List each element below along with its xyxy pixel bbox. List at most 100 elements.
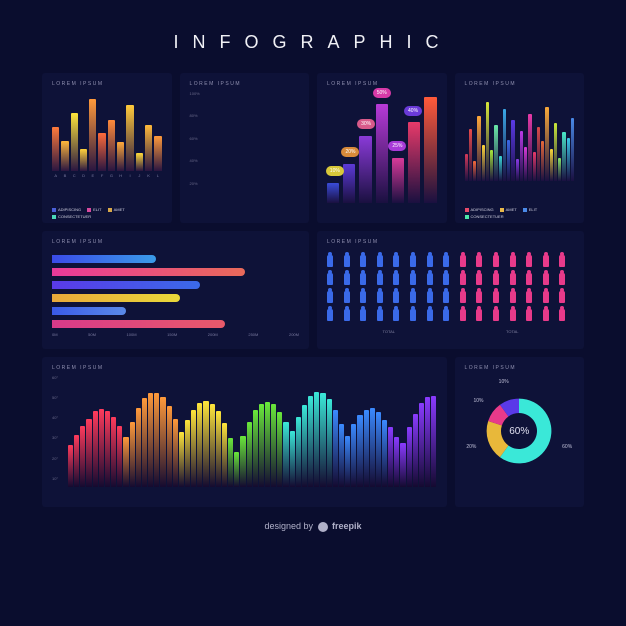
footer-brand: freepik <box>332 521 362 531</box>
person-icon <box>393 309 399 321</box>
panel-label: LOREM IPSUM <box>190 81 300 87</box>
person-icon <box>443 273 449 285</box>
person-icon <box>410 273 416 285</box>
person-icon <box>476 291 482 303</box>
person-icon <box>327 273 333 285</box>
value-bubble: 25% <box>388 141 406 151</box>
person-icon <box>460 273 466 285</box>
bar <box>154 136 161 171</box>
person-icon <box>476 309 482 321</box>
panel-bar-categorical: LOREM IPSUM ABCDEFGHIJKL ADIPISCINGELITA… <box>42 73 172 223</box>
person-icon <box>360 255 366 267</box>
value-bubble: 20% <box>341 147 359 157</box>
panel-donut: LOREM IPSUM 60%20%10%10%60% <box>455 357 585 507</box>
panel-spectrum-area: LOREM IPSUM 60°50°40°30°20°10° <box>42 357 447 507</box>
bar <box>52 127 59 171</box>
person-icon <box>543 273 549 285</box>
person-icon <box>559 255 565 267</box>
page-title: INFOGRAPHIC <box>0 0 626 73</box>
panel-rainbow-bars: LOREM IPSUM ADIPISCINGAMETELITCONSECTETU… <box>455 73 585 223</box>
panel-label: LOREM IPSUM <box>327 239 574 245</box>
value-bubble: 10% <box>326 166 344 176</box>
person-icon <box>526 255 532 267</box>
value-bubble: 50% <box>373 88 391 98</box>
panel-horizontal-bars: LOREM IPSUM 0M50M100M150M200M250M200M <box>42 231 309 349</box>
person-icon <box>360 273 366 285</box>
panel-bubble-bars: LOREM IPSUM 10% 20% 30% 50% 25% 40% <box>317 73 447 223</box>
bar <box>61 141 68 171</box>
person-icon <box>510 255 516 267</box>
bar <box>117 142 124 171</box>
person-icon <box>526 291 532 303</box>
panel-label: LOREM IPSUM <box>52 239 299 245</box>
person-icon <box>443 291 449 303</box>
bar <box>126 105 133 171</box>
person-icon <box>559 309 565 321</box>
person-icon <box>427 309 433 321</box>
dashboard-grid: LOREM IPSUM ABCDEFGHIJKL ADIPISCINGELITA… <box>0 73 626 507</box>
person-icon <box>393 255 399 267</box>
person-icon <box>526 309 532 321</box>
person-icon <box>543 255 549 267</box>
person-icon <box>476 255 482 267</box>
hbar <box>52 268 245 276</box>
footer-prefix: designed by <box>264 521 315 531</box>
person-icon <box>493 273 499 285</box>
person-icon <box>510 291 516 303</box>
panel-label: LOREM IPSUM <box>465 365 575 371</box>
hbar <box>52 255 156 263</box>
donut-center-value: 60% <box>509 426 529 437</box>
person-icon <box>393 291 399 303</box>
person-icon <box>344 291 350 303</box>
bar <box>136 153 143 171</box>
person-icon <box>493 291 499 303</box>
person-icon <box>510 309 516 321</box>
person-icon <box>476 273 482 285</box>
person-icon <box>410 255 416 267</box>
value-bubble: 40% <box>404 106 422 116</box>
person-icon <box>344 255 350 267</box>
person-icon <box>327 291 333 303</box>
person-icon <box>543 291 549 303</box>
person-icon <box>327 309 333 321</box>
panel-label: LOREM IPSUM <box>327 81 437 87</box>
person-icon <box>543 309 549 321</box>
person-icon <box>377 255 383 267</box>
hbar <box>52 307 126 315</box>
person-icon <box>377 273 383 285</box>
person-icon <box>460 291 466 303</box>
person-icon <box>493 309 499 321</box>
person-icon <box>344 273 350 285</box>
panel-grouped-bar: LOREM IPSUM 100%80%60%40%20% <box>180 73 310 223</box>
person-icon <box>360 291 366 303</box>
bar <box>98 133 105 171</box>
footer-attribution: designed by freepik <box>0 521 626 532</box>
person-icon <box>360 309 366 321</box>
person-icon <box>427 291 433 303</box>
person-icon <box>327 255 333 267</box>
hbar <box>52 294 180 302</box>
panel-label: LOREM IPSUM <box>52 365 437 371</box>
person-icon <box>526 273 532 285</box>
person-icon <box>410 291 416 303</box>
value-bubble: 30% <box>357 119 375 129</box>
person-icon <box>460 309 466 321</box>
bar <box>80 149 87 171</box>
person-icon <box>510 273 516 285</box>
hbar <box>52 320 225 328</box>
bar <box>145 125 152 171</box>
bar <box>108 120 115 171</box>
person-icon <box>443 255 449 267</box>
person-icon <box>460 255 466 267</box>
person-icon <box>493 255 499 267</box>
bar <box>89 99 96 171</box>
person-icon <box>559 273 565 285</box>
person-icon <box>377 309 383 321</box>
person-icon <box>443 309 449 321</box>
freepik-logo-icon <box>318 522 328 532</box>
hbar <box>52 281 200 289</box>
person-icon <box>344 309 350 321</box>
person-icon <box>427 273 433 285</box>
panel-label: LOREM IPSUM <box>52 81 162 87</box>
person-icon <box>377 291 383 303</box>
